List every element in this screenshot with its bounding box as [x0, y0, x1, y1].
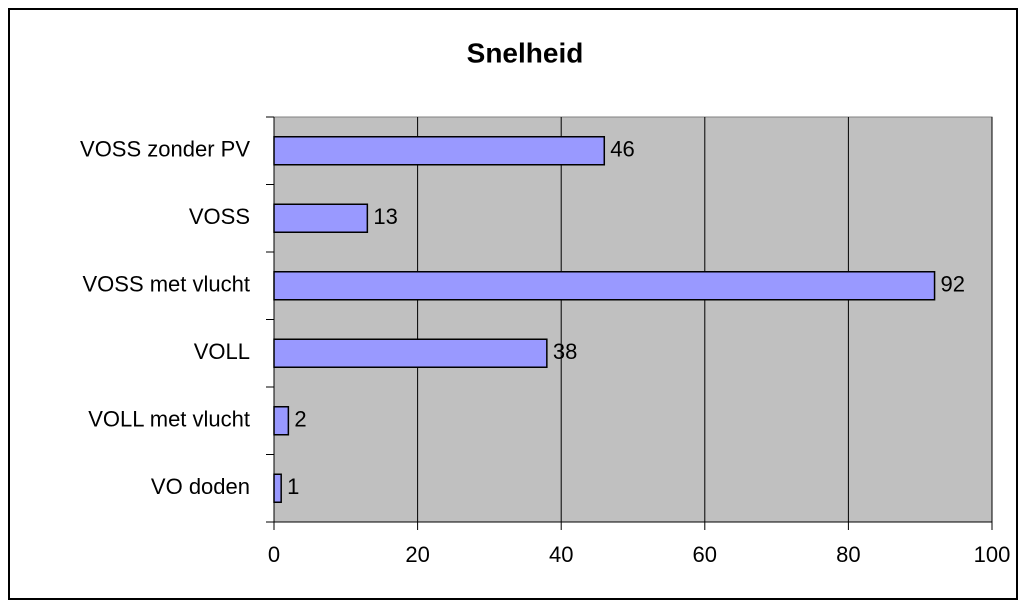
bar — [273, 406, 290, 436]
x-tick-label: 0 — [268, 542, 280, 567]
chart-title: Snelheid — [467, 37, 584, 68]
x-tick-label: 60 — [693, 542, 717, 567]
y-tick-label: VOSS zonder PV — [80, 137, 250, 162]
y-tick-label: VOLL — [194, 339, 250, 364]
bar — [273, 136, 606, 166]
bar — [273, 338, 548, 368]
value-label: 46 — [610, 137, 634, 162]
bar — [273, 203, 369, 233]
y-tick-label: VOSS met vlucht — [82, 272, 250, 297]
y-tick-label: VOSS — [189, 204, 250, 229]
x-tick-label: 100 — [974, 542, 1011, 567]
bar — [273, 271, 936, 301]
y-tick-label: VO doden — [151, 474, 250, 499]
value-label: 13 — [373, 204, 397, 229]
value-label: 1 — [287, 474, 299, 499]
bar — [273, 473, 282, 503]
x-tick-label: 80 — [836, 542, 860, 567]
value-label: 2 — [294, 407, 306, 432]
y-tick-label: VOLL met vlucht — [88, 407, 250, 432]
plot-area — [273, 116, 993, 523]
value-label: 38 — [553, 339, 577, 364]
x-tick-label: 40 — [549, 542, 573, 567]
x-tick-label: 20 — [405, 542, 429, 567]
value-label: 92 — [941, 272, 965, 297]
